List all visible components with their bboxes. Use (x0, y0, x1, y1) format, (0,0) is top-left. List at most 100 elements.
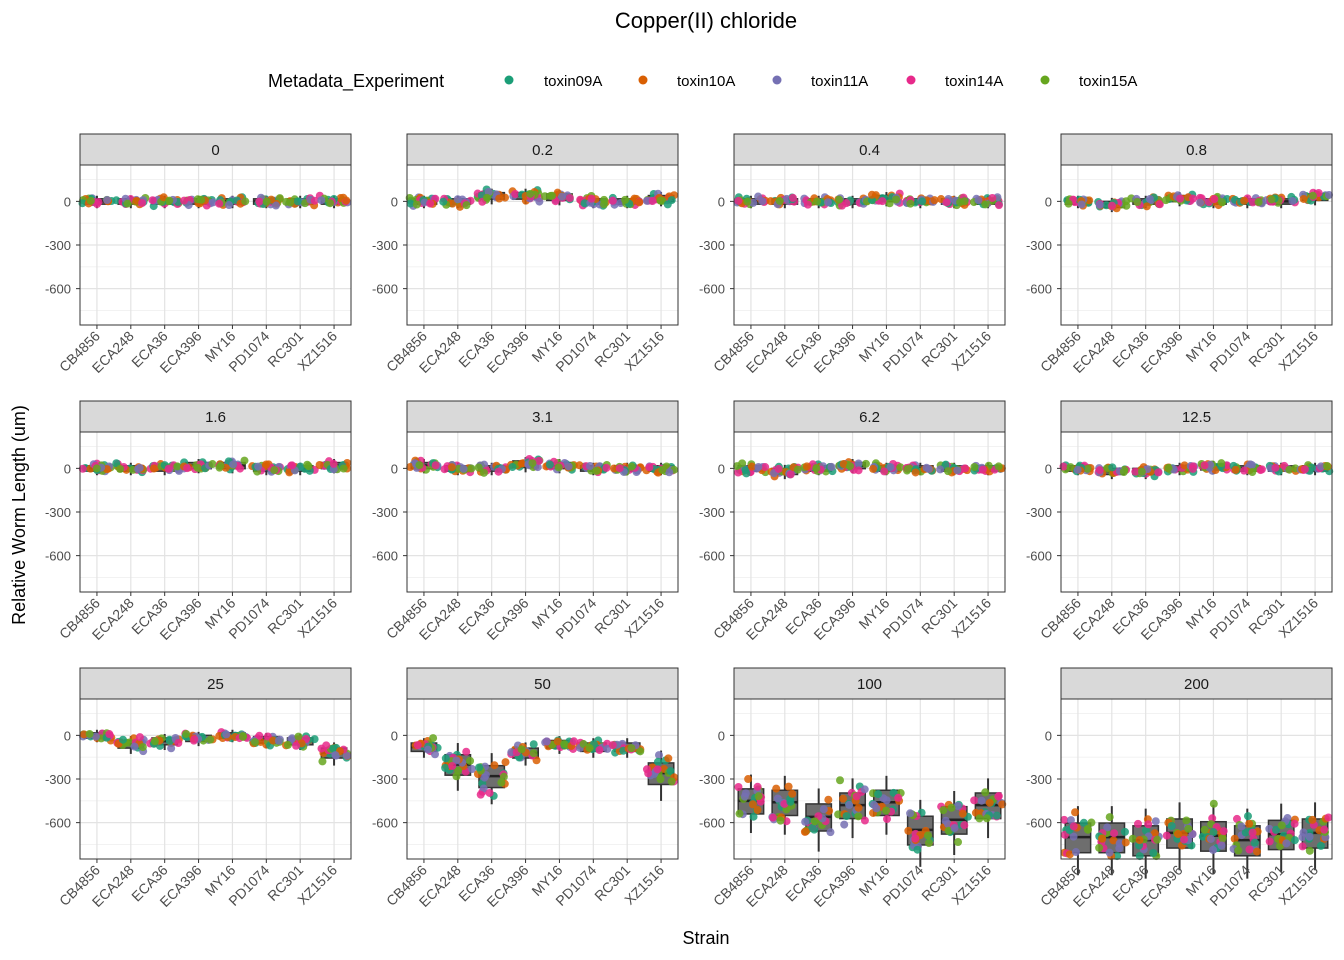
data-point (548, 191, 557, 200)
data-point (135, 733, 144, 742)
data-point (994, 792, 1003, 801)
data-point (1300, 465, 1309, 474)
data-point (648, 197, 657, 206)
data-point (535, 197, 544, 206)
facet-strip (406, 400, 679, 433)
data-point (1241, 828, 1250, 837)
data-point (1095, 466, 1104, 475)
legend-entry-toxin14A: toxin14A (906, 73, 1003, 90)
data-point (924, 465, 933, 474)
data-point (1066, 463, 1075, 472)
facet-panels: 00-300-600CB4856ECA248ECA36ECA396MY16PD1… (45, 133, 1334, 910)
y-tick-label: -300 (45, 238, 71, 253)
legend-entry-toxin15A: toxin15A (1040, 73, 1137, 90)
data-point (288, 461, 297, 470)
data-point (329, 744, 338, 753)
data-point (1137, 467, 1146, 476)
y-tick-label: -300 (1026, 238, 1052, 253)
data-point (173, 462, 182, 471)
data-point (262, 197, 271, 206)
y-tick-label: -300 (45, 505, 71, 520)
data-point (741, 466, 750, 475)
data-point (810, 817, 819, 826)
data-point (255, 731, 264, 740)
data-point (782, 194, 791, 203)
data-point (970, 462, 979, 471)
data-point (206, 735, 215, 744)
data-point (1144, 820, 1153, 829)
data-point (774, 464, 783, 473)
data-point (296, 462, 305, 471)
data-point (667, 777, 676, 786)
y-tick-label: -600 (1026, 816, 1052, 831)
data-point (883, 815, 892, 824)
data-point (1288, 196, 1297, 205)
data-point (801, 827, 810, 836)
facet-panel: 0.20-300-600CB4856ECA248ECA36ECA396MY16P… (372, 133, 679, 376)
facet-strip (1060, 667, 1333, 700)
data-point (1243, 812, 1252, 821)
data-point (627, 744, 636, 753)
data-point (734, 782, 743, 791)
data-point (1254, 198, 1263, 207)
data-point (150, 737, 159, 746)
data-point (942, 198, 951, 207)
legend-label-toxin10A: toxin10A (677, 73, 735, 90)
facet-panel: 250-300-600CB4856ECA248ECA36ECA396MY16PD… (45, 667, 352, 910)
facet-strip-label: 3.1 (532, 409, 553, 426)
data-point (580, 199, 589, 208)
data-point (293, 197, 302, 206)
data-point (560, 739, 569, 748)
data-point (208, 198, 217, 207)
data-point (904, 826, 913, 835)
data-point (784, 782, 793, 791)
data-point (575, 461, 584, 470)
data-point (1282, 839, 1291, 848)
data-point (415, 461, 424, 470)
data-point (317, 196, 326, 205)
data-point (740, 792, 749, 801)
data-point (994, 462, 1003, 471)
data-point (1135, 852, 1144, 861)
data-point (924, 839, 933, 848)
data-point (475, 763, 484, 772)
data-point (839, 794, 848, 803)
data-point (744, 775, 753, 784)
data-point (485, 788, 494, 797)
y-tick-label: -300 (699, 772, 725, 787)
data-point (827, 462, 836, 471)
data-point (1219, 827, 1228, 836)
y-tick-label: 0 (718, 194, 725, 209)
data-point (167, 744, 176, 753)
data-point (653, 765, 662, 774)
data-point (303, 460, 312, 469)
data-point (1182, 816, 1191, 825)
data-point (599, 200, 608, 209)
facet-panel: 1000-300-600CB4856ECA248ECA36ECA396MY16P… (699, 667, 1007, 910)
data-point (930, 196, 939, 205)
data-point (974, 196, 983, 205)
data-point (882, 806, 891, 815)
data-point (666, 767, 675, 776)
data-point (216, 461, 225, 470)
data-point (1077, 200, 1086, 209)
legend-label-toxin11A: toxin11A (811, 73, 868, 90)
data-point (758, 197, 767, 206)
data-point (112, 459, 121, 468)
data-point (466, 756, 475, 765)
data-point (923, 831, 932, 840)
data-point (906, 809, 915, 818)
data-point (1316, 841, 1325, 850)
data-point (495, 194, 504, 203)
facet-panel: 1.60-300-600CB4856ECA248ECA36ECA396MY16P… (45, 400, 352, 643)
y-tick-label: 0 (64, 461, 71, 476)
data-point (824, 795, 833, 804)
data-point (854, 459, 863, 468)
data-point (94, 198, 103, 207)
data-point (1109, 836, 1118, 845)
y-tick-label: 0 (718, 461, 725, 476)
data-point (342, 751, 351, 760)
data-point (658, 465, 667, 474)
data-point (786, 797, 795, 806)
y-tick-label: -300 (699, 505, 725, 520)
